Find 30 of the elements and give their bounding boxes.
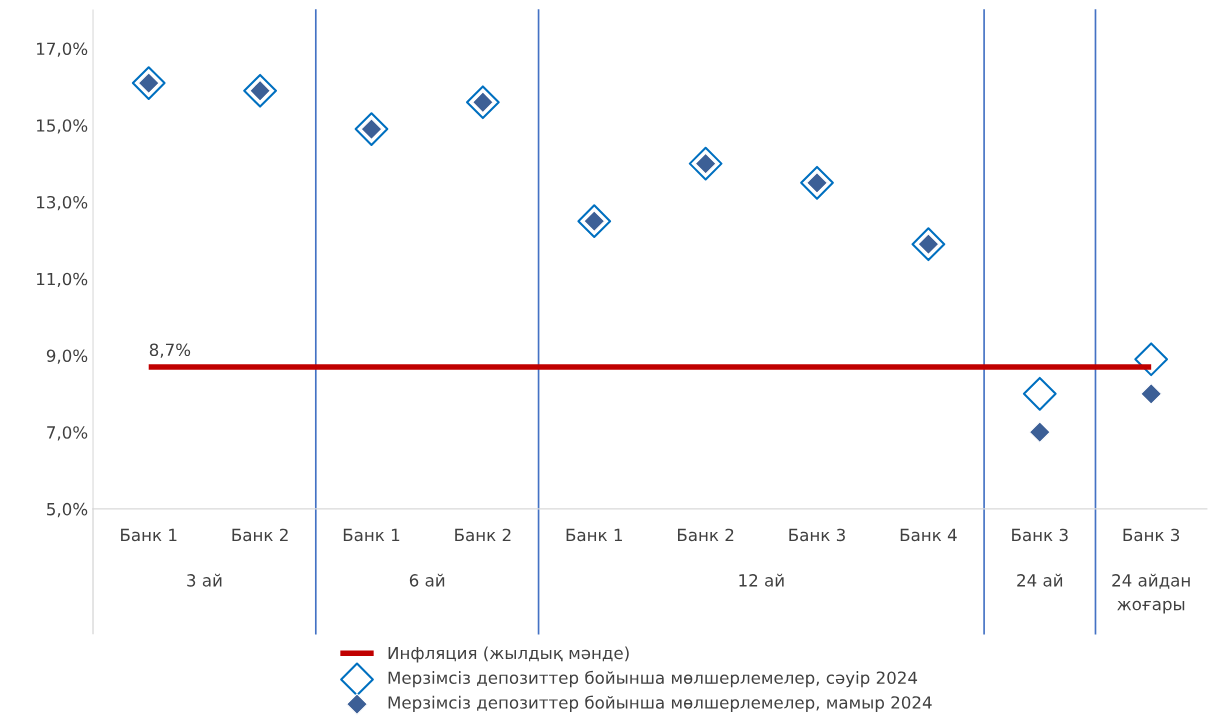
point <box>1134 342 1169 377</box>
legend-label: Мерзімсіз депозиттер бойынша мөлшерлемелер, мамыр 2024 <box>388 695 932 712</box>
x-tick-label: Банк 1 <box>566 528 622 542</box>
legend-label: Мерзімсіз депозиттер бойынша мөлшерлемелер, сәуір 2024 <box>388 670 918 688</box>
x-tick-label: Банк 2 <box>678 528 734 542</box>
text: 24 айдан жоғары <box>1112 573 1190 614</box>
x-tick-label: Банк 4 <box>900 528 957 542</box>
x-tick-label: Банк 2 <box>455 528 511 542</box>
point <box>1140 382 1163 405</box>
point <box>1028 421 1051 444</box>
text: 6 ай <box>409 573 445 587</box>
point <box>1022 376 1057 411</box>
annotation: 8,7% <box>149 343 191 358</box>
text: 24 ай <box>1017 573 1063 587</box>
y-tick-label: 11,0% <box>37 272 88 287</box>
y-tick-label: 17,0% <box>37 42 88 57</box>
x-tick-label: Банк 3 <box>1012 528 1068 542</box>
x-tick-label: Банк 3 <box>1123 528 1180 542</box>
y-tick-label: 7,0% <box>47 426 88 441</box>
y-tick-label: 13,0% <box>37 195 88 211</box>
x-tick-label: Банк 2 <box>232 528 288 542</box>
y-tick-label: 5,0% <box>47 502 88 518</box>
x-tick-label: Банк 1 <box>121 528 177 542</box>
x-tick-label: Банк 3 <box>789 528 845 542</box>
y-tick-label: 9,0% <box>46 349 88 364</box>
x-tick-label: Банк 1 <box>343 528 400 542</box>
y-tick-label: 15,0% <box>37 119 88 134</box>
text: 12 ай <box>739 573 784 587</box>
text: 3 ай <box>187 573 222 587</box>
legend-label: Инфляция (жылдық мәнде) <box>388 646 629 663</box>
